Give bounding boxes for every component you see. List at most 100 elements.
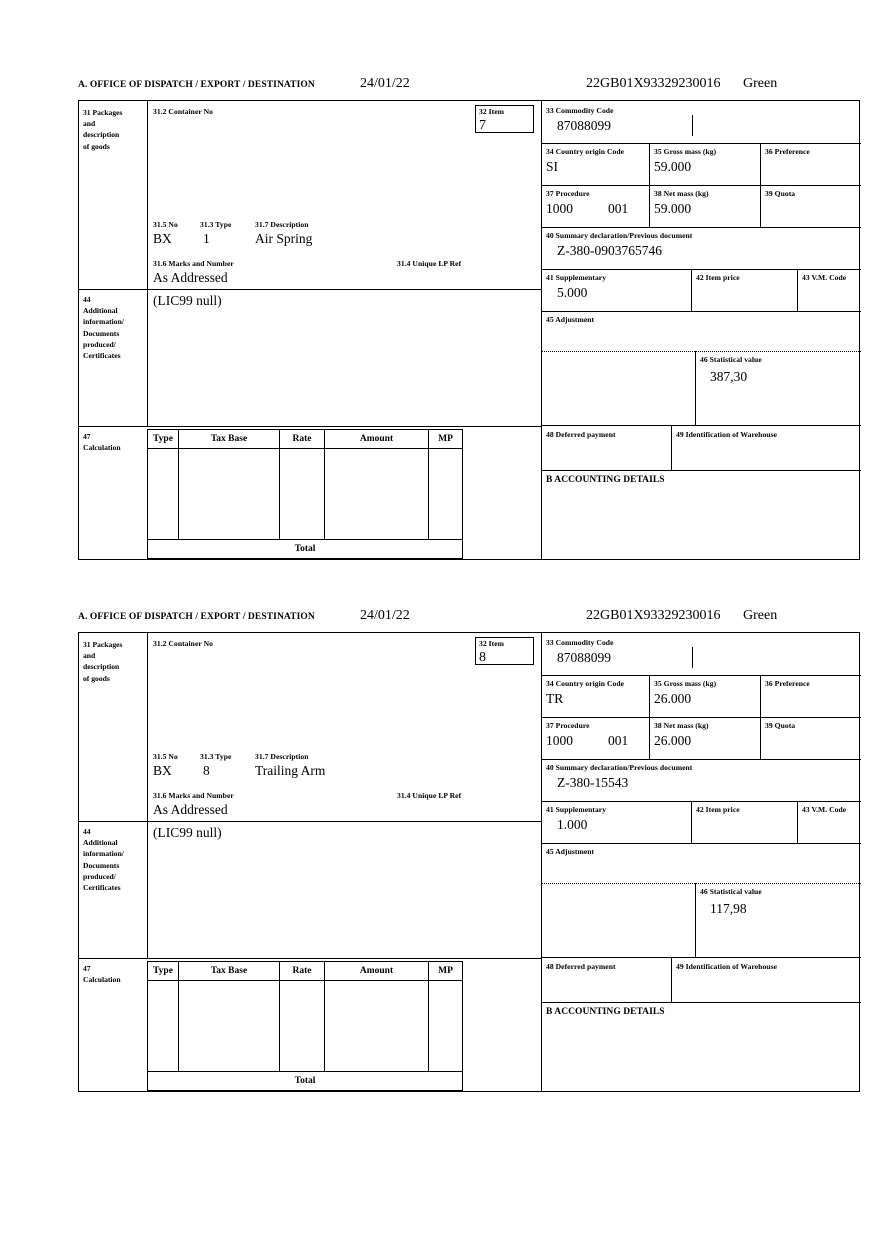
box44-bottom-rule [79,958,541,959]
box32-item[interactable]: 32 Item 8 [475,637,534,665]
box46-label: 46 Statistical value [700,355,762,364]
box31-7-description-label: 31.7 Description [255,220,309,229]
office-of-dispatch-label: A. OFFICE OF DISPATCH / EXPORT / DESTINA… [78,80,315,90]
box31-7-description-label: 31.7 Description [255,752,309,761]
box38-label: 38 Net mass (kg) [654,721,709,730]
box37-value2[interactable]: 001 [608,733,629,748]
calc-cell-amount[interactable] [325,981,429,1071]
box31-3-type-value[interactable]: 8 [203,763,210,778]
box32-value[interactable]: 8 [479,649,486,665]
box37-bottom-rule [541,759,861,760]
calc-cell-tax-base[interactable] [179,449,280,539]
box41-label: 41 Supplementary [546,805,607,814]
calc-cell-tax-base[interactable] [179,981,280,1071]
box49-label: 49 Identification of Warehouse [676,962,777,971]
box31-label: 31 Packages and description of goods [83,640,123,683]
box47-calculation-table: Type Tax Base Rate Amount MP Total [147,429,463,559]
box44-label: 44 Additional information/ Documents pro… [83,827,124,893]
declaration-date: 24/01/22 [360,76,410,91]
box47-calculation-table: Type Tax Base Rate Amount MP Total [147,961,463,1091]
box49-label: 49 Identification of Warehouse [676,430,777,439]
box31-7-description-value[interactable]: Air Spring [255,231,313,246]
box40-value[interactable]: Z-380-15543 [557,775,629,790]
calc-col-header-mp: MP [429,430,462,449]
box45-label: 45 Adjustment [546,315,595,324]
box44-value[interactable]: (LIC99 null) [153,293,222,308]
box34-value[interactable]: TR [546,691,564,706]
box37-value[interactable]: 1000 [546,733,573,748]
box33-bottom-rule [541,143,861,144]
box33-value[interactable]: 87088099 [557,650,611,665]
box45-dotted-divider [541,883,861,884]
box45-dotted-left [541,351,542,425]
sad-form-item-8: A. OFFICE OF DISPATCH / EXPORT / DESTINA… [78,608,862,1092]
box38-value[interactable]: 59.000 [654,201,692,216]
box42-label: 42 Item price [696,805,740,814]
box31-3-type-label: 31.3 Type [200,220,232,229]
box41-value[interactable]: 1.000 [557,817,588,832]
calc-cell-amount[interactable] [325,449,429,539]
box37-value2[interactable]: 001 [608,201,629,216]
box31-6-marks-value[interactable]: As Addressed [153,802,228,817]
box38-label: 38 Net mass (kg) [654,189,709,198]
box41-42-divider [691,801,692,843]
left-label-divider [147,101,148,426]
box38-value[interactable]: 26.000 [654,733,692,748]
calc-cell-rate[interactable] [280,449,325,539]
box31-2-container-label: 31.2 Container No [153,639,213,648]
box33-value[interactable]: 87088099 [557,118,611,133]
box39-label: 39 Quota [765,189,796,198]
box46-value[interactable]: 387,30 [710,369,748,384]
box37-38-divider [649,185,650,227]
box31-5-no-label: 31.5 No [153,220,178,229]
box44-value[interactable]: (LIC99 null) [153,825,222,840]
box45-dotted-divider [541,351,861,352]
box37-bottom-rule [541,227,861,228]
box41-value[interactable]: 5.000 [557,285,588,300]
box31-3-type-value[interactable]: 1 [203,231,210,246]
box37-38-divider [649,717,650,759]
box35-value[interactable]: 59.000 [654,159,692,174]
calc-cell-mp[interactable] [429,981,462,1071]
box32-item[interactable]: 32 Item 7 [475,105,534,133]
box35-value[interactable]: 26.000 [654,691,692,706]
form-caption: A. OFFICE OF DISPATCH / EXPORT / DESTINA… [78,76,862,100]
mrn-number: 22GB01X93329230016 [586,608,721,623]
box48-49-divider [671,957,672,1002]
box45-dotted-left [541,883,542,957]
box47-label: 47 Calculation [83,964,121,985]
calc-col-header-amount: Amount [325,430,429,449]
box31-6-marks-label: 31.6 Marks and Number [153,791,234,800]
box34-label: 34 Country origin Code [546,679,625,688]
box40-bottom-rule [541,801,861,802]
box31-5-no-value[interactable]: BX [153,231,172,246]
box31-5-no-value[interactable]: BX [153,763,172,778]
box33-divider-tick [692,647,693,668]
boxB-label: B ACCOUNTING DETAILS [546,475,665,485]
box31-6-marks-value[interactable]: As Addressed [153,270,228,285]
form-caption: A. OFFICE OF DISPATCH / EXPORT / DESTINA… [78,608,862,632]
box42-43-divider [797,801,798,843]
box31-7-description-value[interactable]: Trailing Arm [255,763,326,778]
box34-value[interactable]: SI [546,159,559,174]
calc-cell-rate[interactable] [280,981,325,1071]
calc-col-header-tax-base: Tax Base [179,430,280,449]
box33-bottom-rule [541,675,861,676]
box40-bottom-rule [541,269,861,270]
office-of-dispatch-label: A. OFFICE OF DISPATCH / EXPORT / DESTINA… [78,612,315,622]
box46-value[interactable]: 117,98 [710,901,747,916]
calc-col-header-rate: Rate [280,962,325,981]
box31-label: 31 Packages and description of goods [83,108,123,151]
calc-cell-type[interactable] [148,449,179,539]
box32-value[interactable]: 7 [479,117,486,133]
box40-value[interactable]: Z-380-0903765746 [557,243,662,258]
box35-36-divider [760,143,761,185]
box37-value[interactable]: 1000 [546,201,573,216]
box48-bottom-rule [541,470,861,471]
box34-35-divider [649,675,650,717]
mrn-number: 22GB01X93329230016 [586,76,721,91]
calc-cell-mp[interactable] [429,449,462,539]
right-column-divider [541,101,542,296]
box41-bottom-rule [541,843,861,844]
calc-cell-type[interactable] [148,981,179,1071]
